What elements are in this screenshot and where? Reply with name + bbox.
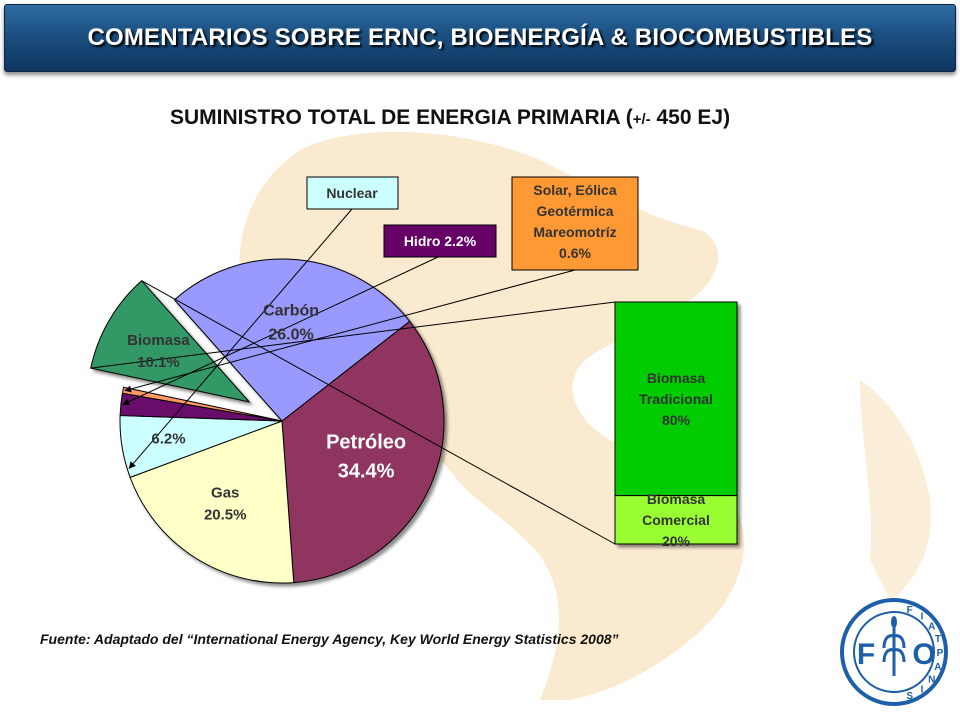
pie-slice-solar — [121, 386, 283, 422]
biomass-segment-label: Biomasa — [647, 491, 706, 507]
logo-motto-letter: A — [928, 622, 935, 633]
slice-label-biomasa: Biomasa — [127, 332, 190, 349]
callout-nuclear-arrow — [128, 208, 353, 469]
chart-title-rest: 450 EJ) — [650, 106, 731, 129]
slice-value-carbon: 26.0% — [268, 326, 313, 343]
pie-slice-biomasa — [90, 280, 251, 403]
callout-hidro — [383, 224, 497, 258]
biomass-segment-label: 20% — [662, 533, 691, 549]
callout-solar-line: 0.6% — [559, 245, 591, 261]
callout-hidro-arrow — [122, 256, 439, 405]
biomass-segment-label: 80% — [662, 412, 691, 428]
biomass-segment-label: Comercial — [642, 512, 710, 528]
slice-label-carbon: Carbón — [263, 302, 319, 319]
biomass-segment-tradicional — [614, 301, 738, 497]
logo-motto-letter: F — [907, 605, 913, 616]
pie-slice-gas — [129, 420, 295, 584]
logo-motto-letter: P — [937, 648, 944, 659]
callout-solar-line: Solar, Eólica — [533, 182, 616, 198]
page-title: COMENTARIOS SOBRE ERNC, BIOENERGÍA & BIO… — [87, 24, 873, 51]
biomass-segment-label: Tradicional — [639, 391, 713, 407]
chart-title-main: SUMINISTRO TOTAL DE ENERGIA PRIMARIA ( — [169, 106, 633, 129]
callout-nuclear-label: Nuclear — [326, 185, 378, 201]
slice-value-biomasa: 10.1% — [137, 354, 180, 371]
callout-hidro-label: Hidro 2.2% — [404, 233, 477, 249]
pie-slice-carbón — [173, 258, 411, 422]
callout-nuclear — [306, 176, 399, 210]
logo-motto-letter: I — [921, 684, 924, 695]
slice-label-petroleo: Petróleo — [326, 431, 406, 453]
callout-solar — [511, 176, 639, 271]
slice-value-petroleo: 34.4% — [338, 460, 395, 482]
source-note: Fuente: Adaptado del “International Ener… — [40, 631, 619, 647]
header-banner: COMENTARIOS SOBRE ERNC, BIOENERGÍA & BIO… — [4, 4, 956, 72]
logo-motto-letter: N — [928, 674, 935, 685]
biomass-segment-comercial — [614, 495, 738, 545]
callout-solar-line: Mareomotríz — [533, 224, 616, 240]
logo-motto-letter: T — [935, 634, 941, 645]
biomass-segment-label: Biomasa — [647, 370, 706, 386]
pie-slice-petróleo — [281, 320, 445, 584]
chart-title-plusminus: +/- — [632, 111, 651, 128]
callout-solar-arrow — [124, 269, 576, 393]
slice-value-nuclear: 6.2% — [151, 430, 185, 447]
slice-value-gas: 20.5% — [204, 506, 247, 523]
callout-solar-line: Geotérmica — [536, 203, 613, 219]
slice-label-gas: Gas — [211, 484, 239, 501]
logo-motto-letter: A — [934, 662, 941, 673]
chart-title: SUMINISTRO TOTAL DE ENERGIA PRIMARIA (+/… — [0, 106, 900, 130]
logo-letter: O — [912, 638, 935, 671]
logo-letter: F — [857, 638, 875, 671]
logo-motto-letter: I — [921, 612, 924, 623]
connector-line-bottom — [141, 280, 616, 545]
connector-line-top — [90, 301, 616, 369]
logo-motto-letter: S — [906, 691, 913, 702]
